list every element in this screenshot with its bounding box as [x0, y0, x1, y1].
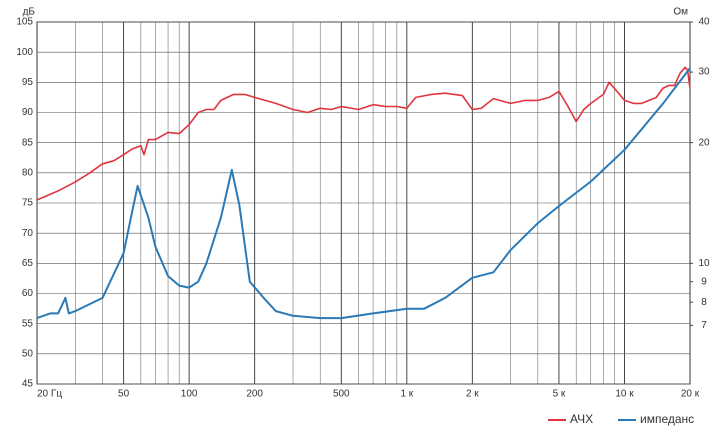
y-tick-label: 50 — [22, 348, 34, 359]
y-tick-label: 95 — [22, 77, 34, 88]
y2-tick-label: 9 — [701, 276, 707, 287]
x-tick-label: 10 к — [615, 389, 634, 400]
y2-tick-label: 10 — [698, 258, 710, 269]
y-tick-label: 80 — [22, 167, 34, 178]
y2-tick-label: 20 — [698, 137, 710, 148]
x-tick-label: 5 к — [553, 389, 566, 400]
y-tick-label: 105 — [16, 17, 33, 28]
x-tick-label: 100 — [181, 389, 198, 400]
y-tick-label: 65 — [22, 258, 34, 269]
y-tick-label: 55 — [22, 318, 34, 329]
legend-label: АЧХ — [570, 412, 593, 426]
y-tick-label: 60 — [22, 288, 34, 299]
y-tick-label: 75 — [22, 198, 34, 209]
x-tick-label: 500 — [333, 389, 350, 400]
legend-label: импеданс — [640, 412, 694, 426]
y-tick-label: 90 — [22, 107, 34, 118]
y-tick-label: 70 — [22, 228, 34, 239]
y-tick-label: 100 — [16, 47, 33, 58]
series-line — [36, 66, 691, 201]
y-tick-label: 85 — [22, 137, 34, 148]
y2-tick-label: 8 — [701, 297, 707, 308]
x-tick-label: 200 — [246, 389, 263, 400]
x-tick-label: 1 к — [400, 389, 413, 400]
y2-tick-label: 40 — [698, 17, 710, 28]
x-tick-label: 2 к — [466, 389, 479, 400]
y2-tick-label: 7 — [701, 320, 707, 331]
x-tick-label: 20 Гц — [37, 389, 62, 400]
series-line — [36, 67, 691, 320]
y2-axis-label: Ом — [673, 7, 688, 18]
x-tick-label: 50 — [118, 389, 130, 400]
x-tick-label: 20 к — [681, 389, 700, 400]
y-axis-label: дБ — [23, 7, 36, 18]
y2-tick-label: 30 — [698, 67, 710, 78]
y-tick-label: 45 — [22, 379, 34, 390]
